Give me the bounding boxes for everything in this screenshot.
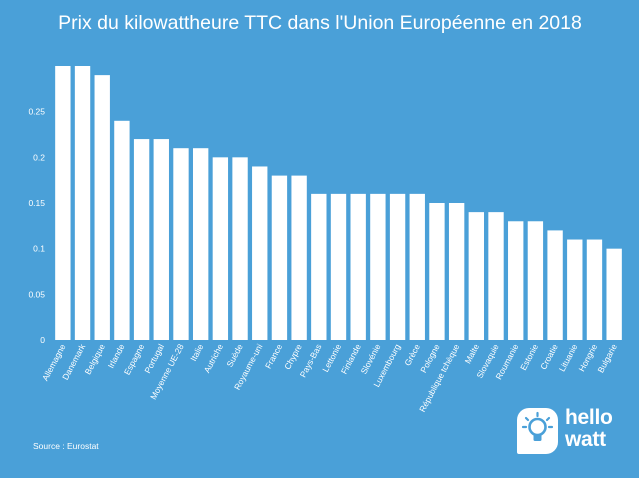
bar [448,203,465,340]
bar [488,212,504,340]
brand-line-2: watt [565,428,606,451]
bar [508,221,524,340]
hello-watt-logo: hello watt [517,405,627,460]
brand-name: hello watt [565,407,613,451]
bar [350,193,366,340]
source-note: Source : Eurostat [33,441,99,451]
y-tick-label: 0.05 [28,289,45,299]
bar [586,239,603,340]
bar [606,248,622,340]
brand-line-1: hello [565,406,613,429]
bar [271,175,288,340]
bar [330,193,347,340]
bar [232,157,248,340]
y-tick-label: 0.25 [28,107,45,117]
bar [252,166,268,340]
bar [114,120,130,340]
bar [527,221,544,340]
x-tick-label: Italie [188,342,205,363]
y-tick-label: 0 [40,335,45,345]
x-axis: AllemagneDanemarkBelgiqueIrlandeEspagneP… [40,342,619,414]
bar [291,175,307,340]
bar [94,75,110,340]
bar [153,139,169,340]
bar [192,148,209,340]
y-axis: 0 0.05 0.1 0.15 0.2 0.25 [28,107,45,345]
x-tick-label: Grèce [402,342,422,367]
bar [212,157,229,340]
bar [409,193,425,340]
y-tick-label: 0.15 [28,198,45,208]
bar [468,212,485,340]
bar [547,230,563,340]
y-tick-label: 0.2 [33,152,45,162]
x-tick-label: Irlande [106,342,127,370]
x-tick-label: République tchèque [417,342,461,414]
lightbulb-icon [517,408,558,454]
chart-title: Prix du kilowattheure TTC dans l'Union E… [58,12,582,34]
x-tick-label: France [263,342,284,370]
y-tick-label: 0.1 [33,244,45,254]
bar [370,193,386,340]
bar [55,66,71,340]
bar [74,66,91,340]
bar [173,148,189,340]
bar [567,239,583,340]
bars [55,66,622,340]
x-tick-label: Malte [463,342,482,365]
x-tick-label: Estonie [518,342,540,372]
x-tick-label: Suède [224,342,244,369]
bar [133,139,150,340]
bar [389,193,406,340]
bar [311,193,327,340]
bar [429,203,445,340]
